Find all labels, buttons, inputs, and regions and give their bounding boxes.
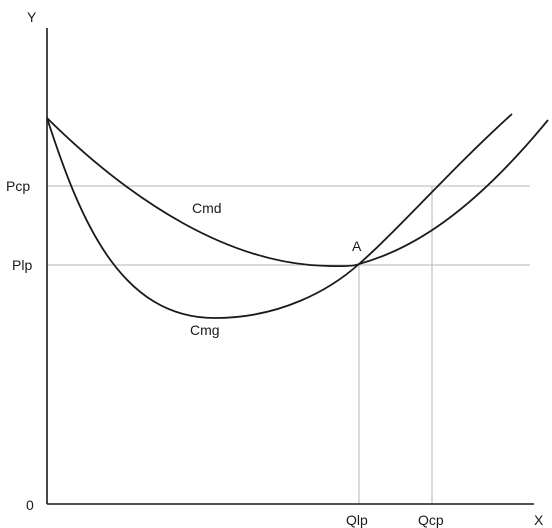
qcp-label: Qcp [418,512,444,528]
qlp-label: Qlp [346,512,368,528]
origin-label: 0 [26,497,34,513]
point-a-label: A [352,238,362,254]
pcp-label: Pcp [6,178,30,194]
x-axis-label: X [534,512,544,528]
cmg-curve [46,113,513,319]
y-axis-label: Y [27,9,37,25]
plp-label: Plp [12,257,32,273]
cmg-curve-label: Cmg [190,322,220,338]
cmd-curve-label: Cmd [192,200,222,216]
cmd-curve [46,117,549,267]
